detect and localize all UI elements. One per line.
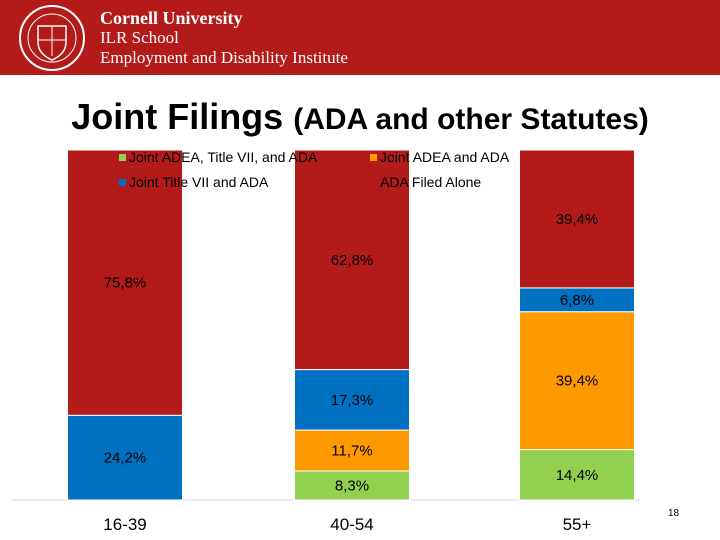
bar-16-39-s2: [67, 414, 183, 501]
slide-title-sub: (ADA and other Statutes): [293, 103, 649, 136]
bar-40-54-s3: [294, 149, 410, 371]
legend-swatch-2: [119, 179, 126, 186]
legend-swatch-0: [119, 154, 126, 161]
slide-title-main: Joint Filings: [71, 96, 284, 137]
data-label-55+-s1: 39,4%: [556, 373, 599, 390]
data-label-40-54-s0: 8,3%: [335, 477, 369, 494]
org-name-block: Cornell University ILR School Employment…: [100, 8, 348, 68]
data-label-40-54-s3: 62,8%: [331, 252, 374, 269]
university-name: Cornell University: [100, 8, 243, 28]
institute-name: Employment and Disability Institute: [100, 48, 348, 67]
data-label-16-39-s3: 75,8%: [104, 275, 147, 292]
x-tick-label-16-39: 16-39: [103, 515, 146, 534]
bar-55+-extra: [519, 449, 635, 501]
x-tick-label-40-54: 40-54: [330, 515, 373, 534]
legend-label-3: ADA Filed Alone: [380, 174, 481, 190]
header-banner: Cornell University ILR School Employment…: [0, 0, 720, 75]
school-name: ILR School: [100, 28, 179, 47]
legend-swatch-1: [370, 154, 377, 161]
data-label-40-54-s2: 17,3%: [331, 392, 374, 409]
bar-40-54-s1: [294, 429, 410, 472]
bar-55+-s3: [519, 149, 635, 289]
cornell-seal-icon: [19, 5, 85, 71]
data-label-16-39-s2: 24,2%: [104, 450, 147, 467]
legend-label-1: Joint ADEA and ADA: [380, 149, 510, 165]
bar-16-39-s3: [67, 149, 183, 416]
legend-label-0: Joint ADEA, Title VII, and ADA: [129, 149, 318, 165]
bar-40-54-s0: [294, 470, 410, 501]
data-label-55+-s2: 6,8%: [560, 292, 594, 309]
data-label-40-54-s1: 11,7%: [331, 443, 372, 460]
slide-title: Joint Filings (ADA and other Statutes): [0, 96, 720, 138]
legend-swatch-3: [370, 179, 377, 186]
data-label-55+-extra: 14,4%: [556, 467, 599, 484]
legend-label-2: Joint Title VII and ADA: [129, 174, 269, 190]
bar-55+-s1: [519, 311, 635, 451]
stacked-bar-chart: 24,2% 75,8% 16-39 8,3% 11,7% 17,3% 62,8% 40-54 1…: [12, 149, 640, 534]
data-label-55+-s3: 39,4%: [556, 211, 599, 228]
x-tick-label-55+: 55+: [563, 515, 592, 534]
bar-40-54-s2: [294, 369, 410, 431]
page-number: 18: [668, 508, 680, 519]
